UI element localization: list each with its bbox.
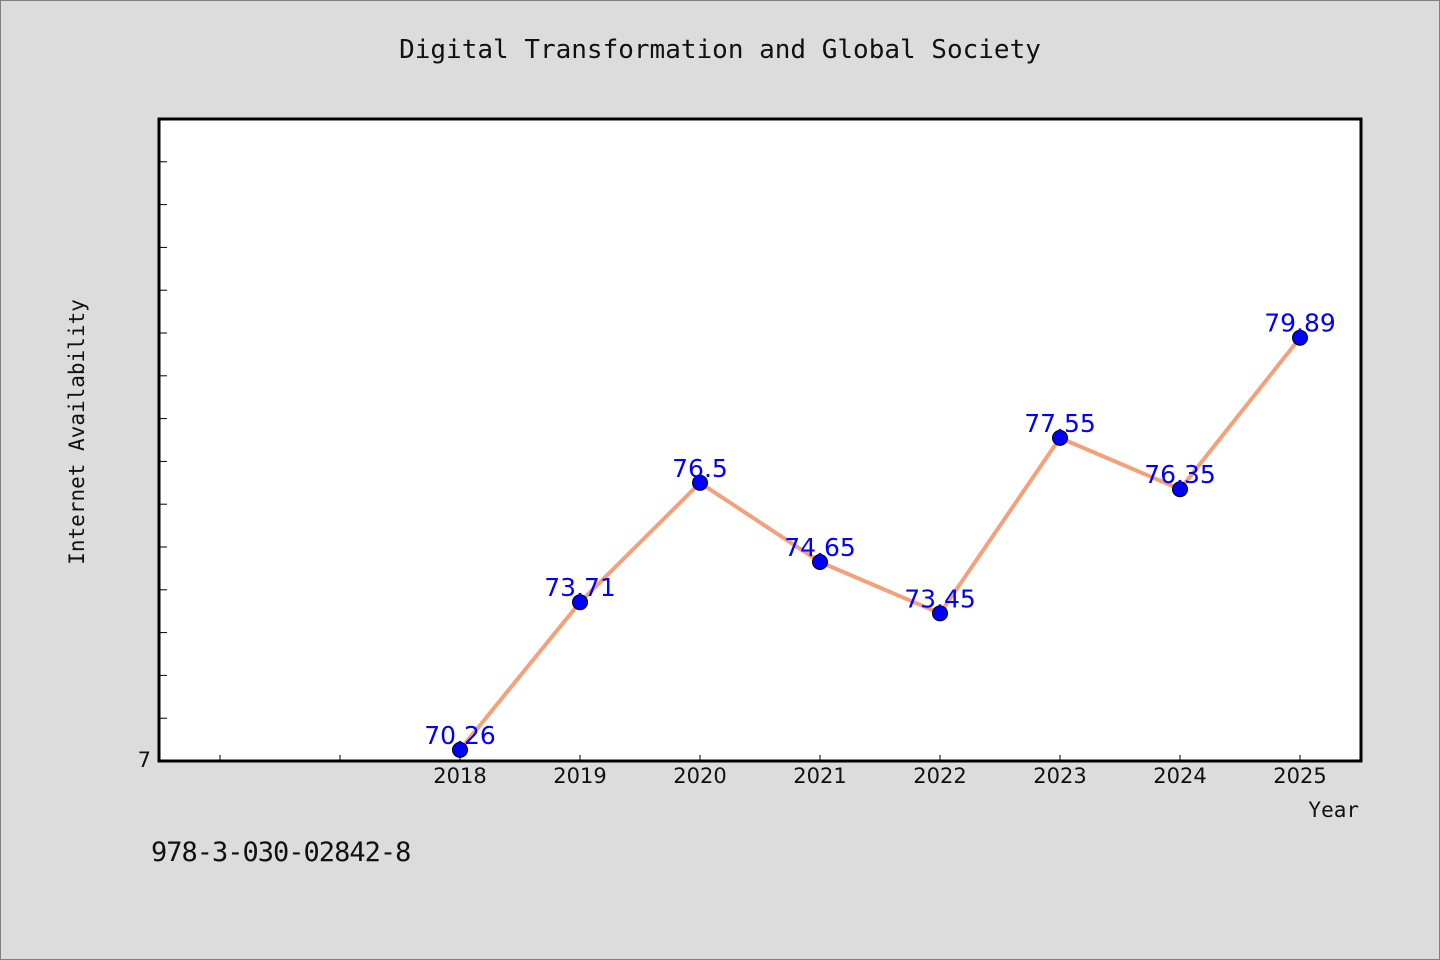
x-axis-label: Year xyxy=(1308,798,1359,822)
data-point xyxy=(692,474,708,491)
x-tick-label: 2018 xyxy=(433,764,486,788)
x-tick-label: 2019 xyxy=(553,764,606,788)
data-label: 73.71 xyxy=(544,573,616,602)
data-label: 77.55 xyxy=(1024,409,1096,438)
isbn-footer: 978-3-030-02842-8 xyxy=(151,837,411,868)
plot-area xyxy=(157,117,1363,763)
data-label: 73.45 xyxy=(904,584,976,613)
series-line xyxy=(458,336,1302,752)
x-tick-label: 2024 xyxy=(1153,764,1206,788)
data-point xyxy=(1172,481,1188,498)
data-point xyxy=(572,594,588,611)
x-tick-label: 2023 xyxy=(1033,764,1086,788)
data-label: 70.26 xyxy=(424,721,496,750)
data-point xyxy=(1052,429,1068,446)
data-point xyxy=(932,605,948,622)
data-label: 74.65 xyxy=(784,533,856,562)
x-tick-label: 2020 xyxy=(673,764,726,788)
data-label: 76.35 xyxy=(1144,460,1216,489)
x-tick-label: 2021 xyxy=(793,764,846,788)
chart-title: Digital Transformation and Global Societ… xyxy=(399,35,1041,65)
data-label: 76.5 xyxy=(672,454,728,483)
data-point xyxy=(812,553,828,570)
data-label: 79.89 xyxy=(1264,309,1336,338)
y-tick-label: 7 xyxy=(138,748,151,772)
x-tick-label: 2025 xyxy=(1273,764,1326,788)
data-point xyxy=(1292,329,1308,346)
data-point xyxy=(452,741,468,758)
y-axis-label: Internet Availability xyxy=(65,299,89,565)
x-tick-label: 2022 xyxy=(913,764,966,788)
